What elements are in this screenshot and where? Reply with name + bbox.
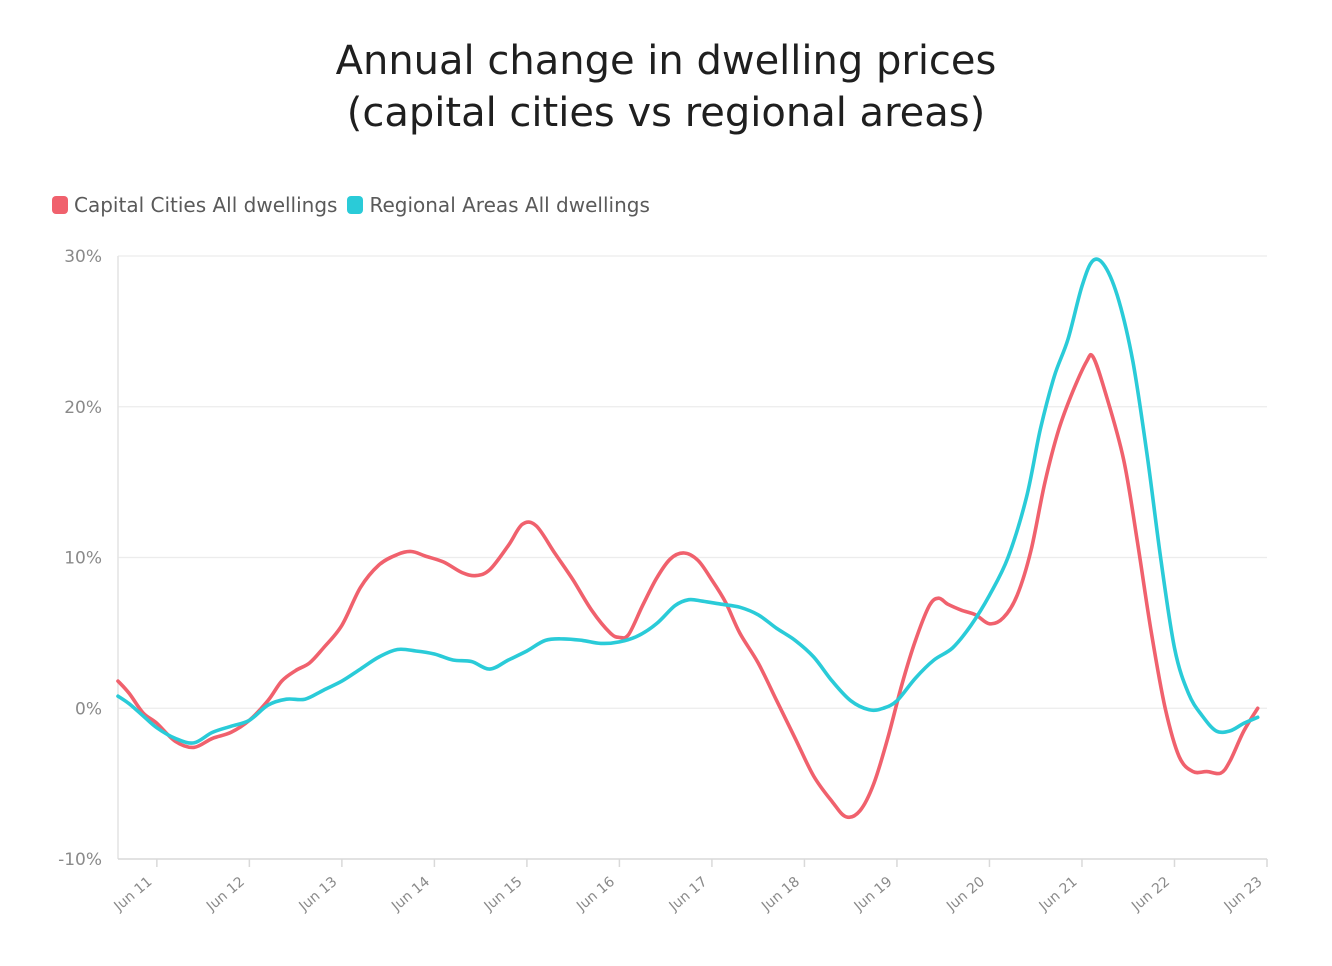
series-line-regional-areas: [116, 257, 1260, 745]
series-lines: [116, 257, 1260, 820]
legend-label-capital-cities: Capital Cities All dwellings: [74, 193, 338, 217]
legend-swatch-regional-areas: [347, 196, 364, 214]
x-tick-label: Jun 11: [111, 874, 156, 915]
series-line-capital-cities: [116, 352, 1260, 820]
x-tick-label: Jun 19: [851, 874, 896, 915]
y-tick-label: 10%: [64, 549, 102, 569]
x-tick-label: Jun 23: [1221, 874, 1266, 915]
chart-title-line-1: Annual change in dwelling prices: [335, 38, 997, 84]
y-tick-label: 0%: [75, 699, 102, 719]
legend-swatch-capital-cities: [52, 196, 68, 214]
x-tick-label: Jun 14: [388, 874, 433, 915]
chart-legend: Capital Cities All dwellings Regional Ar…: [52, 193, 660, 217]
x-axis-tick-labels: Jun 11 Jun 12 Jun 13 Jun 14 Jun 15 Jun 16 Jun …: [111, 874, 1266, 915]
x-tick-label: Jun 20: [943, 874, 988, 915]
legend-item-regional-areas[interactable]: Regional Areas All dwellings: [347, 193, 650, 217]
chart-title-line-2: (capital cities vs regional areas): [346, 90, 986, 136]
x-tick-label: Jun 15: [481, 874, 526, 915]
x-tick-label: Jun 22: [1128, 874, 1173, 915]
grid-lines: [118, 255, 1267, 709]
x-tick-label: Jun 18: [758, 874, 803, 915]
legend-item-capital-cities[interactable]: Capital Cities All dwellings: [52, 193, 337, 217]
x-tick-label: Jun 13: [296, 874, 341, 915]
x-tick-label: Jun 12: [203, 874, 248, 915]
x-tick-label: Jun 16: [573, 874, 618, 915]
y-tick-label: 20%: [64, 398, 102, 418]
y-tick-label: 30%: [64, 247, 102, 267]
legend-label-regional-areas: Regional Areas All dwellings: [369, 193, 650, 217]
y-tick-label: -10%: [58, 850, 102, 870]
x-tick-label: Jun 17: [666, 874, 711, 915]
x-tick-label: Jun 21: [1036, 874, 1081, 915]
y-axis-tick-labels: 30% 20% 10% 0% -10%: [58, 247, 102, 870]
axes: [117, 256, 1268, 867]
